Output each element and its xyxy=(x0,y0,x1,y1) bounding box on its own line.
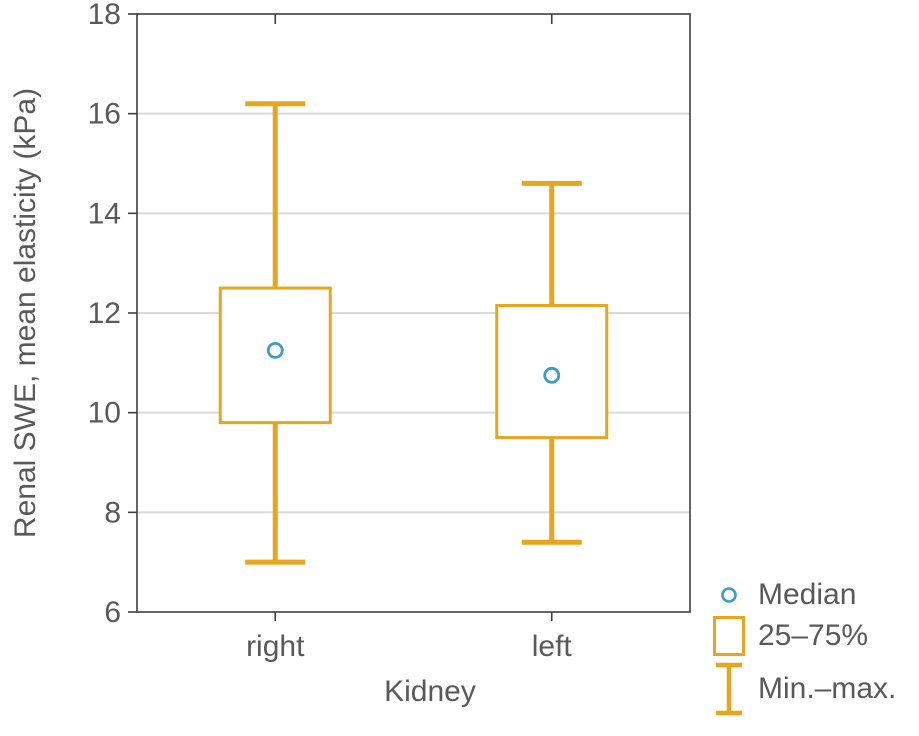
median-marker-icon xyxy=(700,580,758,610)
x-axis-title: Kidney xyxy=(384,675,476,708)
legend-item-iqr: 25–75% xyxy=(700,615,896,657)
y-tick-label: 6 xyxy=(104,596,121,629)
median-marker xyxy=(543,366,561,384)
legend-label-median: Median xyxy=(758,578,857,611)
y-axis-title: Renal SWE, mean elasticity (kPa) xyxy=(9,87,42,539)
legend-label-iqr: 25–75% xyxy=(758,619,869,652)
legend-item-median: Median xyxy=(700,578,896,612)
y-tick-label: 10 xyxy=(88,397,121,430)
iqr-box-icon xyxy=(700,615,758,657)
median-marker xyxy=(266,341,284,359)
legend: Median 25–75% Min.–max. xyxy=(700,578,896,718)
minmax-whisker-icon xyxy=(700,660,758,718)
legend-item-minmax: Min.–max. xyxy=(700,660,896,718)
y-tick-label: 18 xyxy=(88,0,121,31)
legend-label-minmax: Min.–max. xyxy=(758,672,897,705)
category-label: right xyxy=(246,630,305,663)
y-tick-label: 12 xyxy=(88,297,121,330)
category-label: left xyxy=(532,630,573,663)
y-tick-label: 16 xyxy=(88,98,121,131)
y-tick-label: 8 xyxy=(104,496,121,529)
y-tick-label: 14 xyxy=(88,197,121,230)
